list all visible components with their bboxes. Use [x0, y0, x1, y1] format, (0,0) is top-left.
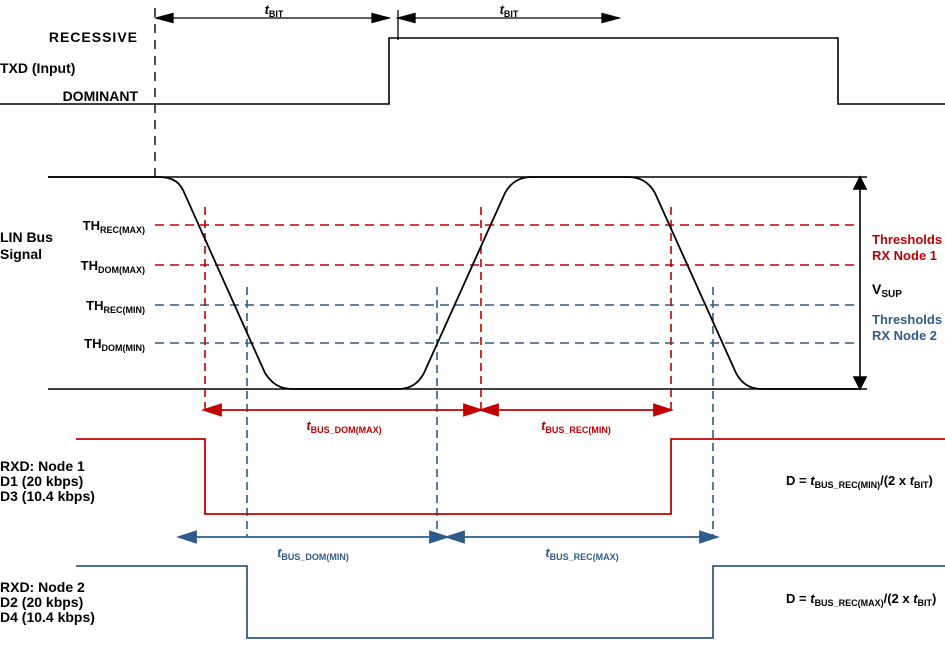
svg-text:D2 (20 kbps): D2 (20 kbps)	[0, 594, 83, 610]
svg-text:TXD (Input): TXD (Input)	[0, 60, 75, 76]
svg-text:D1 (20 kbps): D1 (20 kbps)	[0, 473, 83, 489]
svg-text:RX Node 2: RX Node 2	[872, 328, 937, 343]
svg-text:D4 (10.4 kbps): D4 (10.4 kbps)	[0, 609, 95, 625]
svg-text:Thresholds: Thresholds	[872, 312, 942, 327]
svg-text:RECESSIVE: RECESSIVE	[49, 29, 138, 45]
svg-text:DOMINANT: DOMINANT	[63, 88, 139, 104]
svg-text:Thresholds: Thresholds	[872, 232, 942, 247]
svg-text:Signal: Signal	[0, 246, 42, 262]
svg-text:D3 (10.4 kbps): D3 (10.4 kbps)	[0, 488, 95, 504]
svg-text:RX Node 1: RX Node 1	[872, 248, 937, 263]
svg-text:RXD: Node 1: RXD: Node 1	[0, 458, 85, 474]
svg-text:RXD: Node 2: RXD: Node 2	[0, 579, 85, 595]
svg-text:LIN Bus: LIN Bus	[0, 229, 53, 245]
